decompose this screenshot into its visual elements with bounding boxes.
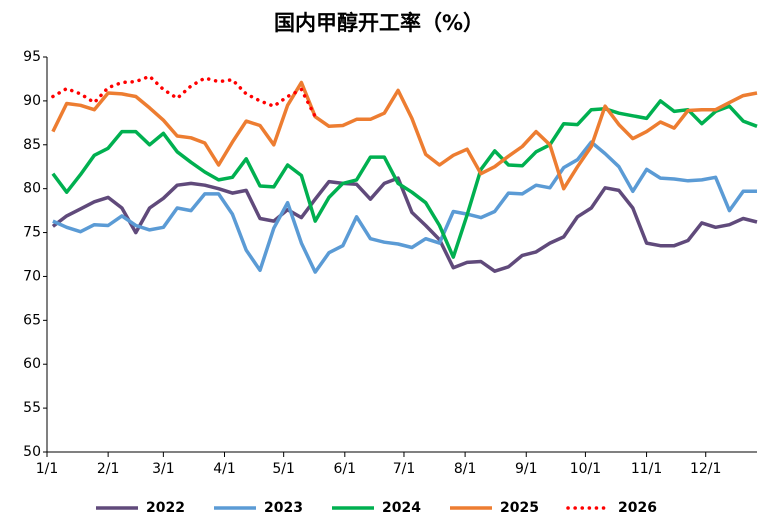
chart-title: 国内甲醇开工率（%） bbox=[274, 11, 484, 35]
x-tick-label: 9/1 bbox=[515, 461, 538, 477]
line-series bbox=[51, 99, 758, 259]
line-series bbox=[51, 80, 758, 191]
legend-label: 2024 bbox=[382, 500, 421, 516]
x-tick-label: 1/1 bbox=[36, 461, 59, 477]
x-tick-label: 11/1 bbox=[631, 461, 662, 477]
y-tick-label: 65 bbox=[23, 312, 41, 328]
line-series bbox=[51, 176, 758, 273]
y-tick-label: 90 bbox=[23, 93, 41, 109]
legend-label: 2022 bbox=[146, 500, 185, 516]
line-series bbox=[52, 140, 757, 274]
x-tick-label: 7/1 bbox=[393, 461, 416, 477]
x-tick-label: 12/1 bbox=[690, 461, 721, 477]
y-tick-label: 80 bbox=[23, 181, 41, 197]
y-tick-label: 95 bbox=[23, 49, 41, 65]
y-tick-label: 75 bbox=[23, 225, 41, 241]
y-tick-label: 85 bbox=[23, 137, 41, 153]
line-series bbox=[51, 74, 317, 119]
x-tick-label: 3/1 bbox=[152, 461, 175, 477]
y-tick-label: 50 bbox=[23, 444, 41, 460]
x-tick-label: 2/1 bbox=[97, 461, 120, 477]
x-tick-label: 5/1 bbox=[272, 461, 295, 477]
x-tick-label: 8/1 bbox=[454, 461, 477, 477]
legend-label: 2023 bbox=[264, 500, 303, 516]
y-tick-label: 55 bbox=[23, 400, 41, 416]
y-tick-label: 60 bbox=[23, 356, 41, 372]
y-tick-label: 70 bbox=[23, 268, 41, 284]
x-tick-label: 4/1 bbox=[213, 461, 236, 477]
x-tick-label: 10/1 bbox=[570, 461, 601, 477]
x-tick-label: 6/1 bbox=[334, 461, 357, 477]
legend-label: 2025 bbox=[500, 500, 539, 516]
legend-label: 2026 bbox=[618, 500, 657, 516]
